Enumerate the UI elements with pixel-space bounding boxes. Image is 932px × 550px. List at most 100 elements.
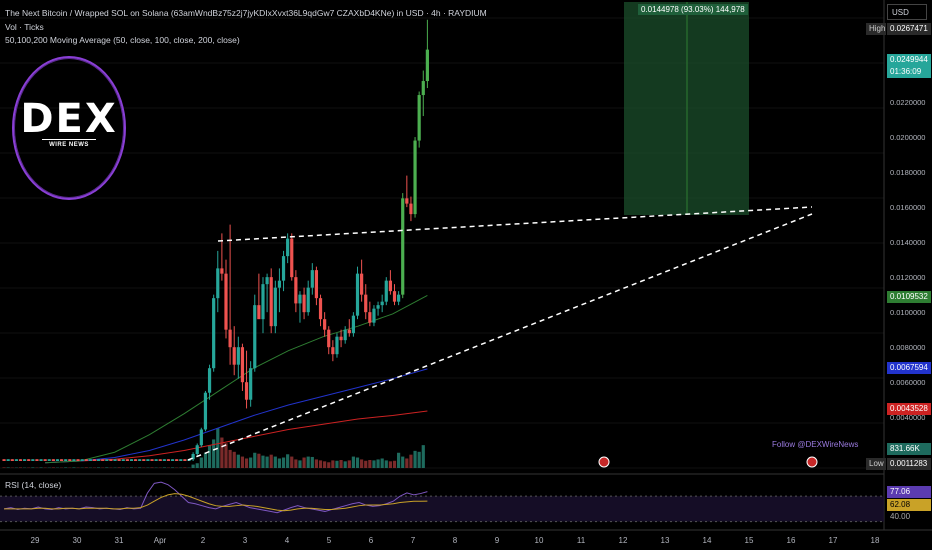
volume-bar	[240, 456, 245, 468]
rsi-level: 40.00	[890, 512, 911, 521]
candle-body	[191, 453, 195, 460]
volume-bar	[384, 460, 388, 468]
time-tick-label: 18	[871, 536, 880, 545]
candle-body	[314, 270, 319, 299]
volume-bar	[360, 459, 364, 468]
candle-body	[339, 336, 343, 341]
candle-body	[105, 459, 109, 461]
candle-body	[154, 459, 158, 461]
candle-body	[35, 459, 39, 461]
low-label: Low	[866, 458, 886, 470]
volume-bar	[220, 437, 224, 468]
volume-bar	[401, 456, 405, 468]
candle-body	[236, 347, 240, 365]
volume-bar	[314, 459, 319, 468]
candle-body	[195, 445, 199, 454]
volume-bar	[265, 456, 269, 468]
candle-body	[413, 140, 417, 215]
volume-bar	[323, 461, 327, 468]
volume-bar	[327, 462, 331, 468]
candle-body	[212, 298, 216, 369]
candle-body	[179, 459, 183, 461]
candle-body	[203, 392, 208, 430]
candle-body	[88, 459, 92, 461]
candle-body	[360, 273, 364, 295]
candle-body	[368, 312, 372, 323]
volume-bar	[228, 449, 232, 468]
volume-bar	[249, 457, 253, 468]
candle-body	[129, 459, 134, 461]
volume-bar	[273, 456, 277, 468]
candle-body	[265, 277, 269, 285]
candle-body	[51, 459, 55, 461]
candle-body	[306, 287, 310, 313]
candle-body	[76, 459, 80, 461]
candle-body	[355, 273, 360, 316]
logo-subtext: WIRE NEWS	[49, 142, 89, 148]
ma200-line	[45, 410, 428, 464]
time-tick-label: 2	[201, 536, 206, 545]
volume-bar	[72, 467, 76, 468]
candle-body	[232, 347, 236, 365]
candle-body	[18, 459, 23, 461]
ma50-line	[45, 295, 428, 464]
candle-body	[392, 291, 397, 302]
volume-bar	[347, 460, 351, 468]
candle-body	[409, 203, 413, 215]
candle-body	[220, 268, 224, 274]
time-tick-label: 3	[243, 536, 248, 545]
volume-bar	[261, 455, 265, 468]
volume-bar	[343, 461, 347, 468]
candle-body	[327, 329, 331, 348]
rsi-indicator-label[interactable]: RSI (14, close)	[5, 480, 62, 490]
volume-bar	[368, 460, 372, 468]
candle-body	[39, 459, 43, 461]
candle-body	[96, 459, 101, 461]
time-tick-label: 7	[411, 536, 416, 545]
volume-bar	[96, 467, 101, 468]
volume-bar	[355, 457, 360, 468]
chart-grid	[0, 0, 932, 531]
volume-value: 831.66K	[887, 443, 931, 455]
volume-bar	[18, 467, 23, 468]
candle-body	[55, 459, 60, 461]
candle-body	[401, 198, 405, 295]
volume-bar	[318, 460, 323, 468]
candle-body	[384, 280, 388, 302]
candle-body	[343, 329, 347, 341]
upper-trendline	[217, 206, 813, 242]
candle-body	[397, 294, 401, 302]
ma-indicator-label[interactable]: 50,100,200 Moving Average (50, close, 10…	[5, 35, 240, 45]
candle-body	[302, 294, 306, 313]
high-value: 0.0267471	[887, 23, 931, 35]
candle-body	[388, 280, 392, 292]
volume-indicator-label[interactable]: Vol · Ticks	[5, 22, 44, 32]
candle-body	[27, 459, 31, 461]
candle-body	[199, 429, 203, 446]
candle-body	[59, 459, 64, 461]
candle-body	[323, 319, 327, 330]
time-tick-label: 14	[703, 536, 712, 545]
price-tick-label: 0.0100000	[890, 308, 925, 317]
candle-body	[405, 198, 409, 204]
logo-divider	[42, 139, 96, 140]
volume-bar	[6, 467, 10, 468]
volume-bar	[2, 467, 6, 468]
time-tick-label: Apr	[154, 536, 167, 545]
candle-body	[249, 368, 253, 400]
volume-bar	[380, 458, 384, 468]
currency-button[interactable]: USD	[887, 4, 927, 20]
price-tick-label: 0.0080000	[890, 343, 925, 352]
candle-body	[364, 294, 368, 313]
volume-bar	[195, 463, 199, 468]
candle-body	[294, 277, 298, 304]
volume-bar	[170, 467, 175, 468]
candle-body	[101, 459, 105, 461]
volume-bar	[351, 456, 356, 468]
candle-body	[125, 459, 129, 461]
candle-body	[113, 459, 117, 461]
follow-text: Follow @DEXWireNews	[772, 440, 859, 449]
volume-bar	[150, 467, 154, 468]
volume-bar	[421, 445, 425, 468]
